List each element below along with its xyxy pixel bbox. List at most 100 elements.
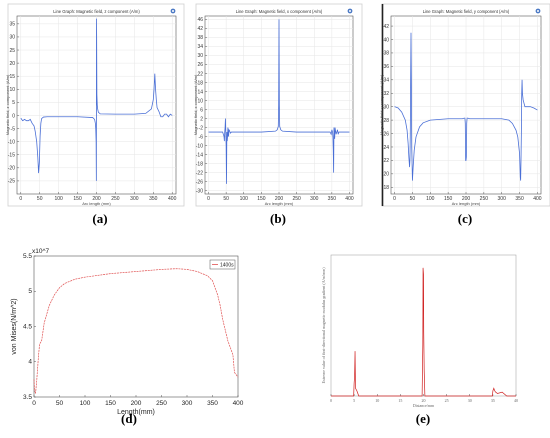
y-tick-label: 20 <box>383 172 389 178</box>
y-tick-label: 2 <box>200 116 203 122</box>
series-line <box>394 32 538 181</box>
y-tick-label: 5 <box>28 288 32 295</box>
x-tick-label: 400 <box>168 196 177 202</box>
chart-panel-d: 0 50 100 150 200 250 300 350 400 5.5 5 4.5 4 3.5 Lengt… <box>11 248 244 426</box>
panel-label: (a) <box>92 211 107 226</box>
y-tick-label: -22 <box>196 170 203 176</box>
x-tick-label: 15 <box>398 398 402 403</box>
y-tick-label: 36 <box>383 64 389 70</box>
x-axis-label: Distance/mm <box>413 403 435 408</box>
x-tick-label: 300 <box>130 196 139 202</box>
y-tick-label: 6 <box>200 107 203 113</box>
x-tick-label: 150 <box>73 196 82 202</box>
y-axis-label: Magnetic field, y component (A/m) <box>379 74 384 135</box>
chart-title: Line Graph: Magnetic field, z component … <box>53 9 140 14</box>
x-tick-label: 100 <box>426 196 435 202</box>
series-line <box>208 19 350 184</box>
x-tick-label: 5 <box>353 398 355 403</box>
x-tick-label: 200 <box>131 400 142 407</box>
x-tick-label: 35 <box>491 398 495 403</box>
y-tick-label: 4.5 <box>23 323 32 330</box>
y-tick-label: -25 <box>8 179 15 185</box>
x-tick-label: 100 <box>54 196 63 202</box>
y-tick-label: 28 <box>383 118 389 124</box>
x-axis-label: Arc length (mm) <box>452 201 481 206</box>
y-tick-label: 18 <box>197 80 203 86</box>
y-tick-label: 30 <box>383 104 389 110</box>
chart-panel-e: 0 5 10 15 20 25 30 35 40 Distance/mm Extreme value… <box>321 254 518 426</box>
panel-label: (c) <box>458 211 472 226</box>
y-tick-label: -18 <box>196 161 203 167</box>
panel-label: (e) <box>416 411 430 426</box>
plot-area <box>33 255 239 398</box>
y-tick-label: 20 <box>9 61 15 67</box>
x-tick-label: 300 <box>498 196 507 202</box>
x-tick-label: 250 <box>480 196 489 202</box>
x-tick-label: 50 <box>410 196 416 202</box>
y-tick-label: 35 <box>9 22 15 28</box>
y-tick-label: 4 <box>28 359 32 366</box>
y-tick-label: 10 <box>9 87 15 93</box>
y-axis-label: Extreme value of first-directional magne… <box>321 267 326 384</box>
legend-box <box>209 259 236 270</box>
x-tick-label: 350 <box>515 196 524 202</box>
x-tick-label: 20 <box>422 398 426 403</box>
y-tick-label: 24 <box>383 145 389 151</box>
series-line <box>20 18 173 181</box>
y-exponent: x10^7 <box>32 248 50 255</box>
y-tick-label: 30 <box>197 53 203 59</box>
y-tick-label: 0 <box>12 113 15 119</box>
y-tick-label: 34 <box>197 44 203 50</box>
x-axis-label: Arc length (mm) <box>265 201 294 206</box>
y-tick-label: -30 <box>196 188 203 194</box>
y-tick-label: 5 <box>12 100 15 106</box>
x-tick-label: 300 <box>310 196 319 202</box>
x-tick-label: 0 <box>19 196 22 202</box>
x-tick-label: 100 <box>240 196 249 202</box>
x-tick-label: 250 <box>292 196 301 202</box>
chart-title: Line Graph: Magnetic field, y component … <box>423 9 510 14</box>
y-tick-label: 40 <box>383 37 389 43</box>
y-tick-label: -26 <box>196 179 203 185</box>
y-tick-label: 5.5 <box>23 253 32 260</box>
x-tick-label: 250 <box>111 196 120 202</box>
x-tick-label: 50 <box>223 196 229 202</box>
x-tick-label: 150 <box>257 196 266 202</box>
x-tick-label: 350 <box>328 196 337 202</box>
x-tick-label: 150 <box>444 196 453 202</box>
y-tick-label: 25 <box>9 48 15 54</box>
x-tick-label: 250 <box>156 400 167 407</box>
y-tick-label: 38 <box>197 35 203 41</box>
y-tick-label: 42 <box>197 26 203 32</box>
y-tick-label: 22 <box>383 158 389 164</box>
x-tick-label: 0 <box>393 196 396 202</box>
y-tick-label: -6 <box>199 134 204 140</box>
x-tick-label: 30 <box>468 398 472 403</box>
y-tick-label: 26 <box>383 131 389 137</box>
x-tick-label: 200 <box>92 196 101 202</box>
y-tick-label: 38 <box>383 51 389 57</box>
y-tick-label: 18 <box>383 185 389 191</box>
x-tick-label: 0 <box>330 398 332 403</box>
x-axis-label: Arc length (mm) <box>82 201 111 206</box>
x-tick-label: 25 <box>445 398 449 403</box>
y-axis-label: von Mises(N/m^2) <box>11 298 18 354</box>
y-tick-label: 32 <box>383 91 389 97</box>
panel-label: (d) <box>121 411 137 426</box>
y-tick-label: -10 <box>8 139 15 145</box>
camera-icon <box>347 8 353 14</box>
x-tick-label: 400 <box>233 400 244 407</box>
y-tick-label: 46 <box>197 17 203 23</box>
y-tick-label: -14 <box>196 152 203 158</box>
x-tick-label: 350 <box>149 196 158 202</box>
series-line <box>331 267 516 397</box>
x-axis-label: Length(mm) <box>117 409 155 416</box>
x-tick-label: 200 <box>462 196 471 202</box>
x-tick-label: 150 <box>105 400 116 407</box>
legend-label: 1400s <box>220 263 234 269</box>
chart-panel-b: Line Graph: Magnetic field, x component … <box>193 3 363 226</box>
y-tick-label: 22 <box>197 71 203 77</box>
y-tick-label: -2 <box>199 125 204 131</box>
y-tick-label: 15 <box>9 74 15 80</box>
x-tick-label: 100 <box>80 400 91 407</box>
